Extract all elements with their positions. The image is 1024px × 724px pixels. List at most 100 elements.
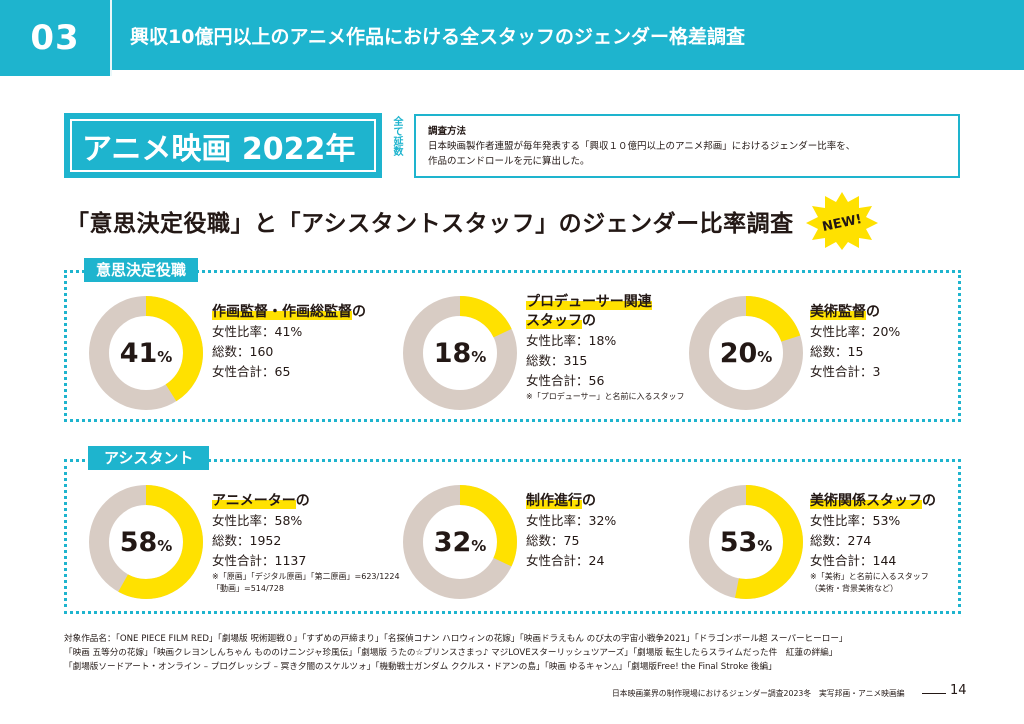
female-rate: 女性比率：53% <box>810 513 901 528</box>
decision-donut-female-3 <box>689 296 803 410</box>
category-title: 美術監督の <box>810 303 900 322</box>
decision-donut-percent-2: 18% <box>434 338 487 369</box>
decision-info-1: 作画監督・作画総監督の女性比率：41% 総数：160 女性合計：65 <box>212 303 366 382</box>
category-suffix: の <box>582 493 596 509</box>
percent-value: 53 <box>720 527 758 558</box>
category-name: 美術監督 <box>810 304 866 320</box>
method-heading: 調査方法 <box>428 126 467 137</box>
assistant-info-1: アニメーターの女性比率：58% 総数：1952 女性合計：1137 ※「原画」「デジタ… <box>212 492 400 595</box>
percent-sign: % <box>471 348 486 366</box>
total-count: 総数：315 <box>526 353 588 368</box>
header-title: 興収10億円以上のアニメ作品における全スタッフのジェンダー格差調査 <box>130 26 746 48</box>
category-name-line-2: スタッフ <box>526 313 582 329</box>
category-suffix: の <box>922 493 936 509</box>
decision-donut-2: 18% <box>403 296 517 410</box>
assistant-donut-percent-2: 32% <box>434 527 487 558</box>
category-suffix: の <box>352 304 366 320</box>
total-count: 総数：15 <box>810 344 864 359</box>
title-side-note: 全て延数 <box>391 116 402 156</box>
assistant-info-2: 制作進行の女性比率：32% 総数：75 女性合計：24 <box>526 492 616 571</box>
percent-sign: % <box>757 348 772 366</box>
footer-text: 日本映画業界の制作現場におけるジェンダー調査2023冬 実写邦画・アニメ映画編 <box>612 689 905 698</box>
category-title: 美術関係スタッフの <box>810 492 936 511</box>
assistant-donut-female-1 <box>89 485 203 599</box>
assistant-donut-percent-3: 53% <box>720 527 773 558</box>
percent-value: 41 <box>120 338 158 369</box>
assistant-donut-female-2 <box>403 485 517 599</box>
decision-donut-3: 20% <box>689 296 803 410</box>
female-total: 女性合計：1137 <box>212 553 307 568</box>
female-total: 女性合計：144 <box>810 553 897 568</box>
assistant-donut-1: 58% <box>89 485 203 599</box>
method-line-2: 作品のエンドロールを元に算出した。 <box>428 156 590 167</box>
note-line-1: ※「プロデューサー」と名前に入るスタッフ <box>526 392 685 401</box>
new-badge: NEW! <box>806 192 878 250</box>
percent-value: 18 <box>434 338 472 369</box>
decision-donut-percent-3: 20% <box>720 338 773 369</box>
title-box-inner-border <box>70 119 376 172</box>
total-count: 総数：1952 <box>212 533 282 548</box>
note-line-1: ※「原画」「デジタル原画」「第二原画」=623/1224 <box>212 572 400 581</box>
female-total: 女性合計：56 <box>526 373 605 388</box>
section-number: 03 <box>0 0 112 76</box>
decision-donut-percent-1: 41% <box>120 338 173 369</box>
category-name: プロデューサー関連 <box>526 294 652 310</box>
percent-sign: % <box>157 537 172 555</box>
note-line-2: （美術・背景美術など） <box>810 584 898 593</box>
films-line-2: 「映画 五等分の花嫁」「映画クレヨンしんちゃん もののけニンジャ珍風伝」「劇場版… <box>64 648 838 658</box>
total-count: 総数：75 <box>526 533 580 548</box>
category-title: アニメーターの <box>212 492 400 511</box>
films-line-1: 対象作品名：「ONE PIECE FILM RED」「劇場版 呪術廻戦０」「すず… <box>64 634 848 644</box>
percent-sign: % <box>757 537 772 555</box>
category-title: 作画監督・作画総監督の <box>212 303 366 322</box>
percent-value: 20 <box>720 338 758 369</box>
assistant-donut-percent-1: 58% <box>120 527 173 558</box>
decision-panel-label: 意思決定役職 <box>84 258 199 282</box>
total-count: 総数：160 <box>212 344 274 359</box>
category-title: プロデューサー関連 スタッフの <box>526 293 685 331</box>
female-rate: 女性比率：41% <box>212 324 303 339</box>
decision-donut-female-1 <box>89 296 203 410</box>
assistant-donut-3: 53% <box>689 485 803 599</box>
category-name: アニメーター <box>212 493 296 509</box>
decision-info-3: 美術監督の女性比率：20% 総数：15 女性合計：3 <box>810 303 900 382</box>
assistant-donut-female-3 <box>689 485 803 599</box>
category-suffix: の <box>582 313 596 329</box>
decision-donut-1: 41% <box>89 296 203 410</box>
category-title: 制作進行の <box>526 492 616 511</box>
percent-sign: % <box>471 537 486 555</box>
title-box <box>64 113 382 178</box>
female-total: 女性合計：3 <box>810 364 881 379</box>
assistant-info-3: 美術関係スタッフの 女性比率：53% 総数：274 女性合計：144 ※「美術」と名前に… <box>810 492 936 595</box>
category-name: 作画監督・作画総監督 <box>212 304 352 320</box>
female-rate: 女性比率：32% <box>526 513 617 528</box>
female-total: 女性合計：65 <box>212 364 291 379</box>
female-total: 女性合計：24 <box>526 553 605 568</box>
percent-value: 58 <box>120 527 158 558</box>
assistant-panel-label: アシスタント <box>88 446 210 470</box>
films-line-3: 「劇場版ソードアート・オンライン – プログレッシブ – 冥き夕闇のスケルツォ」… <box>64 662 777 672</box>
decision-donut-female-2 <box>403 296 517 410</box>
page-number: 14 <box>950 683 967 698</box>
main-heading: 「意思決定役職」と「アシスタントスタッフ」のジェンダー比率調査 <box>66 211 794 237</box>
category-name: 美術関係スタッフ <box>810 493 922 509</box>
footer-rule <box>922 693 946 694</box>
female-rate: 女性比率：58% <box>212 513 303 528</box>
total-count: 総数：274 <box>810 533 872 548</box>
percent-value: 32 <box>434 527 472 558</box>
page-title: アニメ映画 2022年 <box>82 132 356 167</box>
percent-sign: % <box>157 348 172 366</box>
header-bar <box>0 0 1024 70</box>
method-box: 調査方法 日本映画製作者連盟が毎年発表する「興収１０億円以上のアニメ邦画」におけ… <box>414 114 960 178</box>
female-rate: 女性比率：18% <box>526 333 617 348</box>
category-name: 制作進行 <box>526 493 582 509</box>
decision-info-2: プロデューサー関連 スタッフの女性比率：18% 総数：315 女性合計：56 ※「プロデ… <box>526 293 685 403</box>
assistant-panel <box>64 459 961 614</box>
new-badge-star-icon <box>806 192 878 250</box>
target-films: 対象作品名：「ONE PIECE FILM RED」「劇場版 呪術廻戦０」「すず… <box>64 632 964 674</box>
decision-panel <box>64 270 961 422</box>
female-rate: 女性比率：20% <box>810 324 901 339</box>
category-suffix: の <box>295 493 310 509</box>
method-line-1: 日本映画製作者連盟が毎年発表する「興収１０億円以上のアニメ邦画」におけるジェンダ… <box>428 141 856 152</box>
category-suffix: の <box>866 304 880 320</box>
